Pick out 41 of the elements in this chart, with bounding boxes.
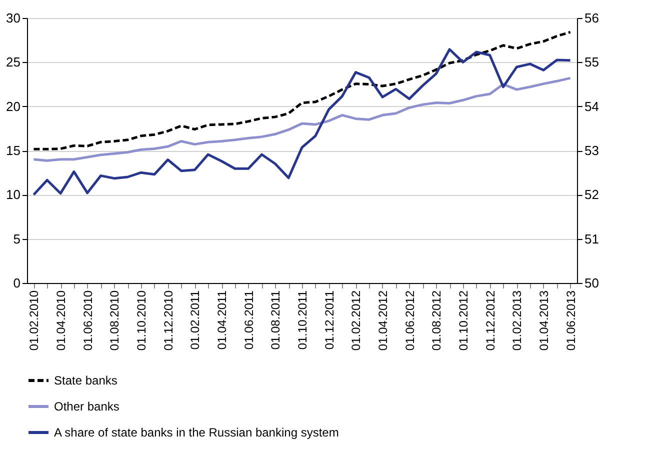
y2-tick-label: 56: [584, 10, 599, 26]
y2-tick-label: 55: [584, 54, 599, 70]
legend-label: State banks: [54, 374, 118, 388]
x-tick-label: 01.06.2013: [564, 290, 578, 351]
x-tick-label: 01.04.2011: [215, 290, 230, 350]
y-tick-label: 30: [6, 10, 20, 26]
y-tick-label: 10: [6, 187, 20, 202]
x-tick-label: 01.10.2011: [296, 290, 310, 350]
y-tick-label: 15: [6, 143, 20, 158]
x-tick-label: 01.12.2010: [161, 290, 176, 351]
legend-label: A share of state banks in the Russian banking system: [54, 426, 339, 440]
x-tick-label: 01.08.2011: [268, 290, 283, 350]
line-series: [32, 30, 572, 150]
y2-tick-label: 52: [584, 187, 599, 202]
x-tick-label: 01.06.2011: [242, 290, 256, 350]
y-tick-label: 25: [6, 54, 20, 70]
x-tick-label: 01.04.2012: [376, 290, 390, 351]
y-tick-label: 5: [13, 231, 20, 246]
x-tick-label: 01.06.2010: [80, 290, 95, 351]
y2-tick-label: 54: [584, 98, 599, 114]
y2-tick-label: 50: [584, 276, 599, 290]
x-tick-label: 01.06.2012: [402, 290, 417, 351]
legend-label: Other banks: [54, 400, 120, 414]
y-tick-label: 0: [13, 276, 20, 290]
x-tick-label: 01.10.2012: [456, 290, 470, 351]
x-tick-label: 01.02.2013: [510, 290, 524, 351]
x-tick-label: 01.10.2010: [134, 290, 149, 351]
x-tick-label: 01.02.2012: [349, 290, 364, 351]
x-tick-label: 01.12.2011: [322, 290, 336, 350]
y2-tick-label: 53: [584, 143, 599, 158]
line-series: [32, 76, 572, 162]
x-tick-label: 01.04.2013: [536, 290, 551, 351]
y2-tick-label: 51: [584, 231, 599, 246]
x-tick-label: 01.02.2010: [27, 290, 42, 351]
x-tick-label: 01.08.2010: [108, 290, 122, 351]
x-tick-label: 01.02.2011: [188, 290, 202, 350]
x-tick-label: 01.12.2012: [483, 290, 498, 351]
line-series: [32, 48, 572, 196]
y-tick-label: 20: [6, 98, 20, 114]
x-tick-label: 01.08.2012: [430, 290, 444, 351]
x-tick-label: 01.04.2010: [54, 290, 68, 351]
